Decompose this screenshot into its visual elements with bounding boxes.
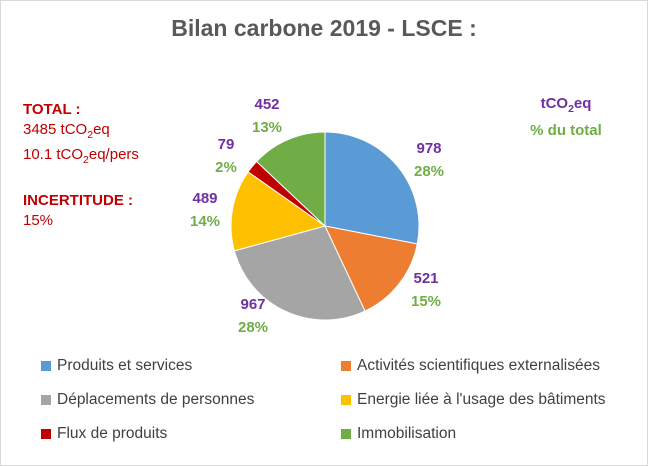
- legend-swatch: [341, 395, 351, 405]
- legend-item: Energie liée à l'usage des bâtiments: [341, 391, 606, 409]
- pie-slice-3: [233, 225, 366, 321]
- legend-item: Immobilisation: [341, 425, 456, 443]
- slice-percent-label: 14%: [190, 213, 220, 230]
- total-value: 3485 tCO2eq: [23, 121, 110, 141]
- percent-label: % du total: [530, 122, 602, 139]
- chart-title: Bilan carbone 2019 - LSCE :: [171, 15, 477, 41]
- legend-label: Produits et services: [57, 357, 193, 374]
- pie-slice-4: [230, 171, 327, 252]
- legend-label: Activités scientifiques externalisées: [357, 357, 600, 374]
- slice-value-label: 967: [240, 296, 265, 313]
- legend-label: Energie liée à l'usage des bâtiments: [357, 391, 606, 408]
- legend-item: Déplacements de personnes: [41, 391, 254, 409]
- uncertainty-note: INCERTITUDE : 15%: [23, 191, 133, 231]
- legend-label: Déplacements de personnes: [57, 391, 255, 408]
- legend-swatch: [41, 429, 51, 439]
- per-person-value: 10.1 tCO2eq/pers: [23, 146, 139, 166]
- slice-percent-label: 15%: [411, 293, 441, 310]
- label-key: tCO2eq % du total: [521, 93, 611, 142]
- slice-percent-label: 13%: [252, 119, 282, 136]
- legend-label: Immobilisation: [357, 425, 457, 442]
- pie-slice-2: [324, 225, 418, 312]
- slice-value-label: 79: [218, 136, 235, 153]
- slice-value-label: 452: [254, 96, 279, 113]
- legend-label: Flux de produits: [57, 425, 168, 442]
- legend-item: Flux de produits: [41, 425, 167, 443]
- slice-percent-label: 28%: [238, 319, 268, 336]
- uncertainty-label: INCERTITUDE :: [23, 192, 133, 209]
- legend-swatch: [341, 429, 351, 439]
- total-note: TOTAL : 3485 tCO2eq 10.1 tCO2eq/pers: [23, 100, 139, 170]
- slice-percent-label: 28%: [414, 163, 444, 180]
- legend-swatch: [41, 395, 51, 405]
- legend-item: Produits et services: [41, 357, 192, 375]
- unit-label: tCO2eq: [540, 95, 592, 115]
- legend-item: Activités scientifiques externalisées: [341, 357, 600, 375]
- legend-swatch: [341, 361, 351, 371]
- slice-value-label: 521: [413, 270, 438, 287]
- pie-slice-6: [255, 131, 326, 228]
- pie-slice-1: [324, 131, 420, 245]
- uncertainty-value: 15%: [23, 212, 54, 229]
- slice-percent-label: 2%: [215, 159, 237, 176]
- total-label: TOTAL :: [23, 101, 81, 118]
- slice-value-label: 489: [192, 190, 217, 207]
- slice-value-label: 978: [416, 140, 441, 157]
- legend-swatch: [41, 361, 51, 371]
